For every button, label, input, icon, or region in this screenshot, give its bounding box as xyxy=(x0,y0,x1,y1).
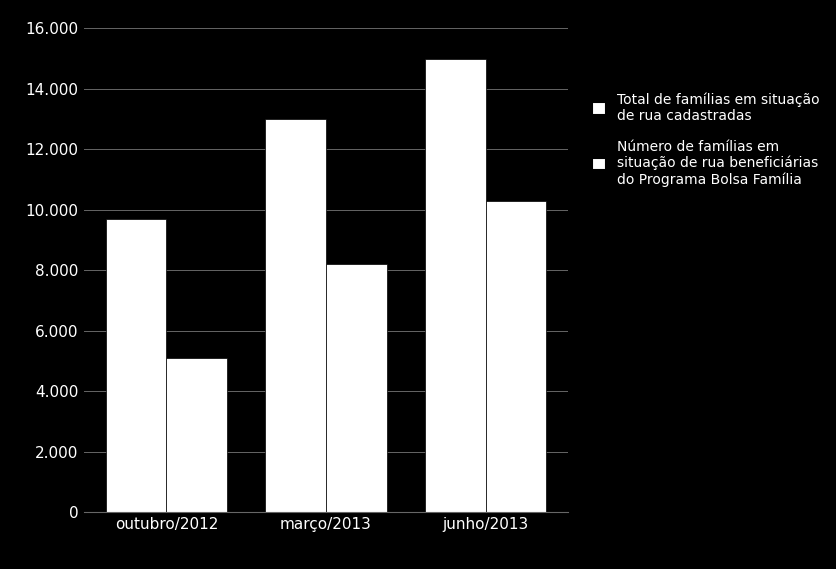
Bar xyxy=(425,59,486,512)
Bar xyxy=(326,264,387,512)
Legend: Total de famílias em situação
de rua cadastradas, Número de famílias em
situação: Total de famílias em situação de rua cad… xyxy=(592,92,820,187)
Bar xyxy=(166,358,227,512)
Bar xyxy=(105,219,166,512)
Bar xyxy=(486,201,547,512)
Bar xyxy=(265,119,326,512)
